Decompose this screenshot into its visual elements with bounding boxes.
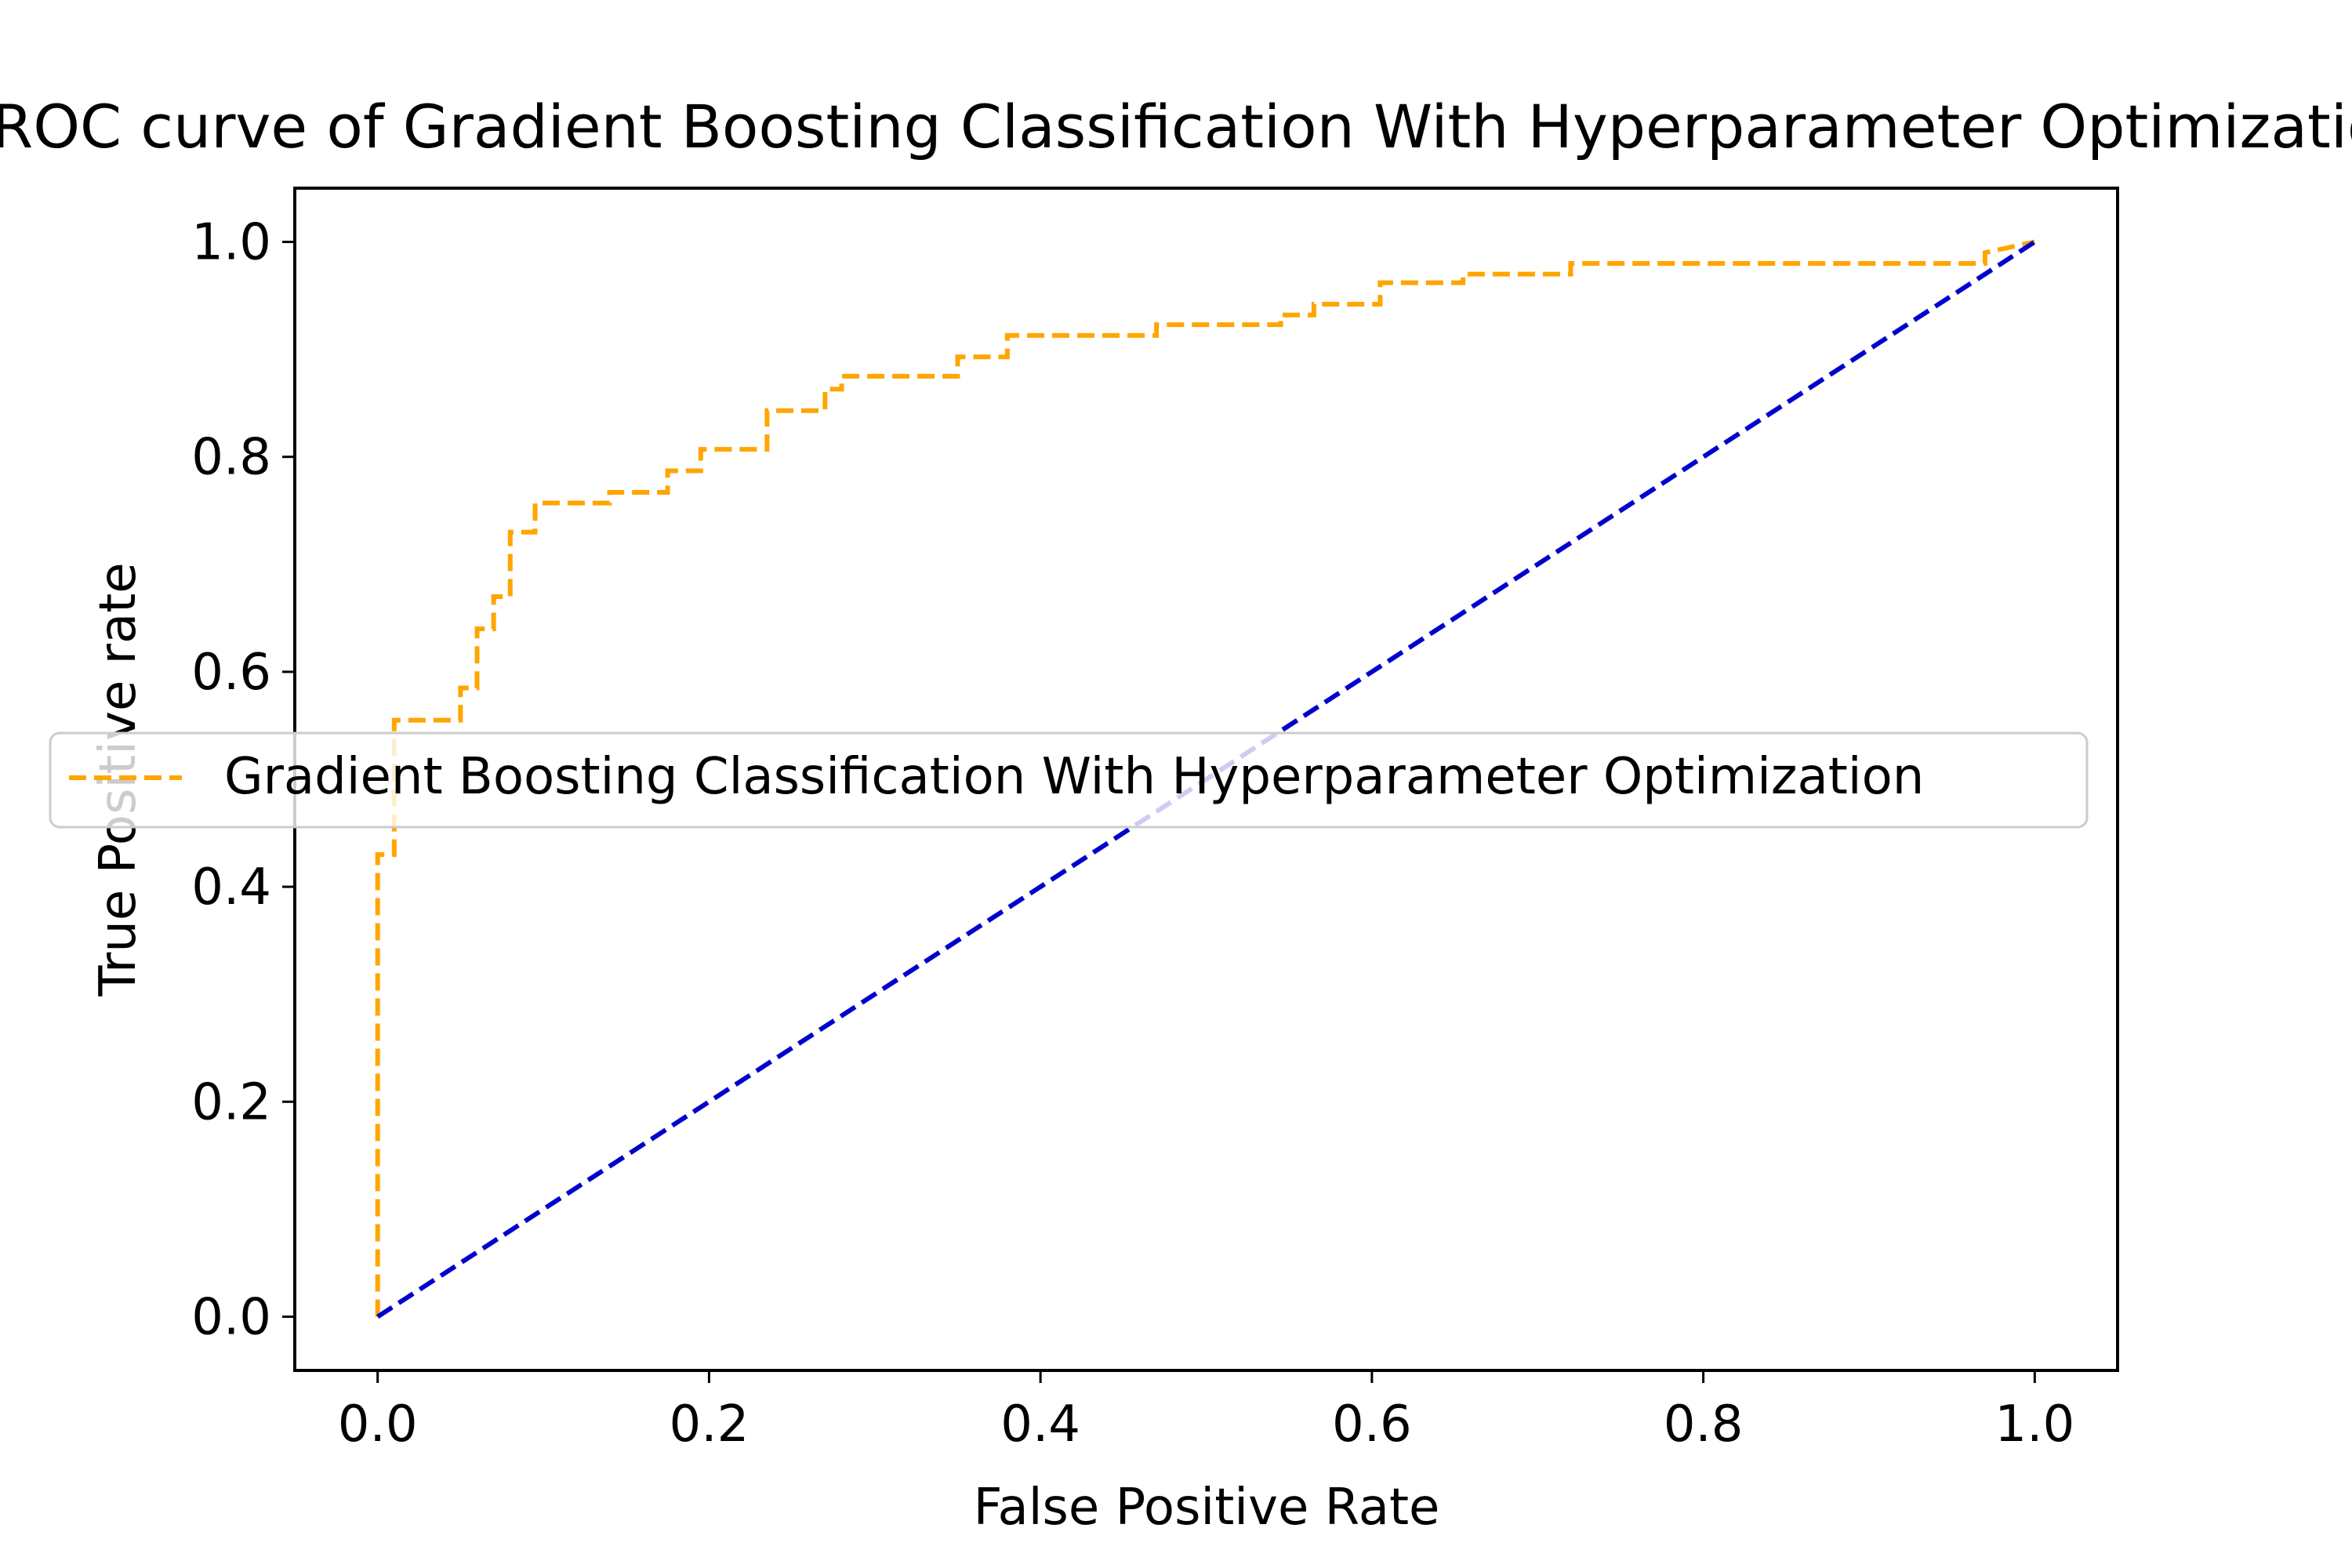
x-tick-label: 0.0 [338,1396,418,1454]
y-tick-label: 0.4 [191,858,271,916]
x-axis-label: False Positive Rate [974,1479,1440,1537]
y-tick-label: 0.2 [191,1073,271,1131]
x-tick-label: 0.6 [1332,1396,1412,1454]
x-axis: 0.0 0.2 0.4 0.6 0.8 1.0 [338,1370,2074,1454]
series-line-0 [375,239,2035,1317]
x-tick-label: 0.2 [670,1396,750,1454]
legend: Gradient Boosting Classification With Hy… [49,731,2089,829]
x-tick-label: 0.4 [1000,1396,1080,1454]
x-tick-label: 1.0 [1994,1396,2074,1454]
y-tick-label: 0.8 [191,429,271,487]
y-tick-label: 1.0 [191,214,271,272]
y-tick-label: 0.6 [191,644,271,702]
x-tick-label: 0.8 [1664,1396,1744,1454]
legend-box [49,731,2089,829]
y-tick-label: 0.0 [191,1288,271,1346]
chart-title: ROC curve of Gradient Boosting Classific… [0,92,2352,162]
legend-label: Gradient Boosting Classification With Hy… [224,748,1924,806]
y-axis: 0.0 0.2 0.4 0.6 0.8 1.0 [191,214,295,1346]
